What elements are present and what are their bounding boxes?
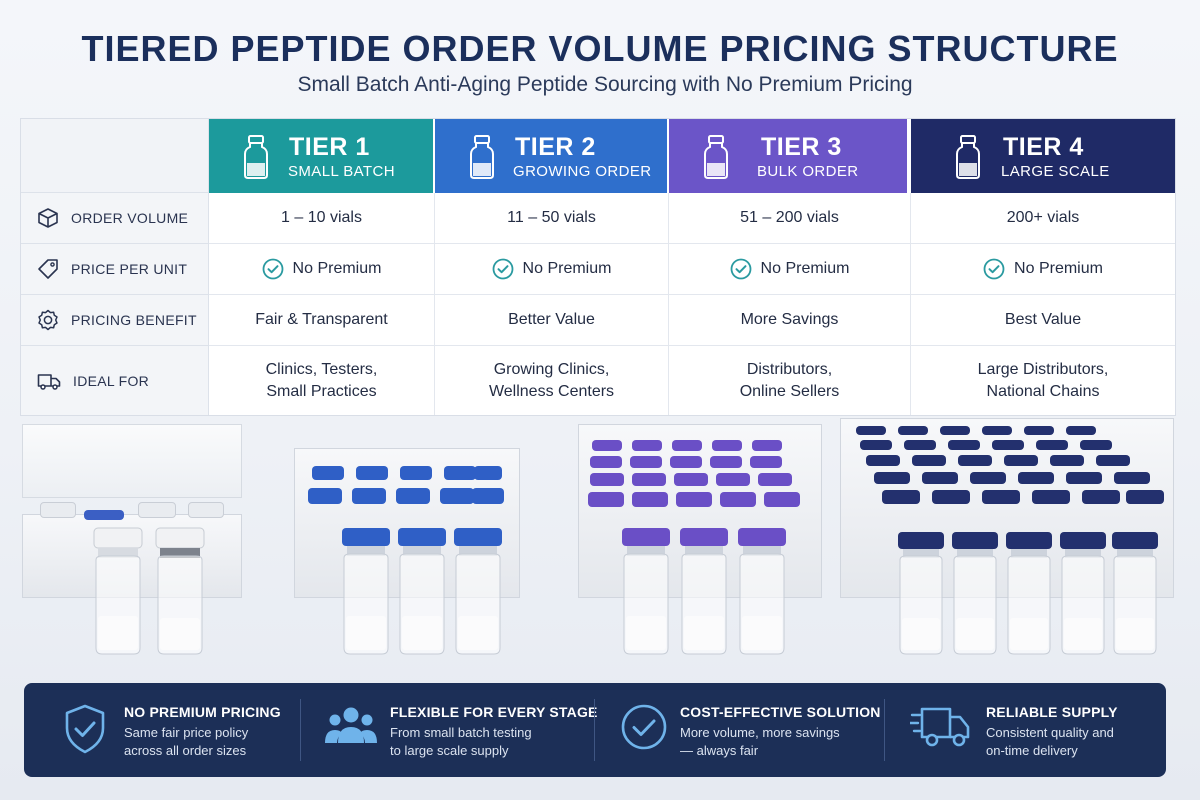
cell-order-volume-tier-2: 11 – 50 vials bbox=[435, 193, 669, 244]
cell-benefit-tier-1: Fair & Transparent bbox=[209, 295, 435, 346]
tier-1-header: TIER 1 SMALL BATCH bbox=[209, 119, 433, 193]
cell-ideal-tier-1: Clinics, Testers, Small Practices bbox=[209, 346, 435, 415]
row-label-pricing-benefit: PRICING BENEFIT bbox=[21, 295, 209, 346]
tier-4-front-vials bbox=[898, 532, 1158, 655]
tier-4-box-vials bbox=[856, 426, 1164, 504]
vial-icon bbox=[704, 135, 728, 179]
check-circle-icon bbox=[492, 258, 513, 280]
price-tag-icon bbox=[38, 259, 58, 279]
cell-ideal-tier-2: Growing Clinics, Wellness Centers bbox=[435, 346, 669, 415]
tier-4-label: LARGE SCALE bbox=[1001, 163, 1110, 180]
cell-ideal-tier-4: Large Distributors, National Chains bbox=[977, 360, 1109, 400]
vial-icon bbox=[956, 135, 980, 179]
page-subtitle: Small Batch Anti-Aging Peptide Sourcing … bbox=[297, 73, 913, 96]
delivery-truck-icon bbox=[910, 707, 970, 747]
feature-no-premium: NO PREMIUM PRICING Same fair price polic… bbox=[62, 683, 302, 777]
feature-divider bbox=[884, 699, 885, 761]
tier-1-front-vials bbox=[93, 527, 205, 655]
page-title: TIERED PEPTIDE ORDER VOLUME PRICING STRU… bbox=[81, 28, 1119, 69]
tier-2-header: TIER 2 GROWING ORDER bbox=[435, 119, 667, 193]
tier-1-label: SMALL BATCH bbox=[288, 163, 395, 180]
tier-4-header: TIER 4 LARGE SCALE bbox=[911, 119, 1175, 193]
tier-3-box-vials bbox=[588, 440, 800, 507]
cell-ideal-tier-3: Distributors, Online Sellers bbox=[669, 346, 911, 415]
feature-banner: NO PREMIUM PRICING Same fair price polic… bbox=[24, 683, 1166, 777]
tier-1-box-lid bbox=[22, 424, 242, 498]
cell-order-volume-tier-4: 200+ vials bbox=[911, 193, 1175, 244]
tier-2-box-vials bbox=[308, 466, 504, 504]
truck-icon bbox=[37, 373, 61, 390]
box-icon bbox=[38, 208, 58, 228]
tier-3-header: TIER 3 BULK ORDER bbox=[669, 119, 907, 193]
cell-order-volume-tier-1: 1 – 10 vials bbox=[209, 193, 435, 244]
tier-2-front-vials bbox=[342, 528, 502, 655]
pricing-table: TIER 1 SMALL BATCH TIER 2 GROWING ORDER … bbox=[20, 118, 1176, 416]
row-label-price-per-unit: PRICE PER UNIT bbox=[21, 244, 209, 295]
cell-price-tier-4: No Premium bbox=[911, 244, 1175, 295]
tier-3-name: TIER 3 bbox=[761, 133, 842, 161]
check-circle-icon bbox=[621, 704, 667, 750]
people-icon bbox=[325, 707, 377, 743]
cell-benefit-tier-3: More Savings bbox=[669, 295, 911, 346]
tier-3-label: BULK ORDER bbox=[757, 163, 859, 180]
tier-3-front-vials bbox=[622, 528, 786, 655]
vial-icon bbox=[244, 135, 268, 179]
cell-benefit-tier-4: Best Value bbox=[911, 295, 1175, 346]
tier-2-label: GROWING ORDER bbox=[513, 163, 652, 180]
feature-reliable-supply: RELIABLE SUPPLY Consistent quality and on… bbox=[910, 683, 1160, 777]
feature-cost-effective: COST-EFFECTIVE SOLUTION More volume, mor… bbox=[620, 683, 880, 777]
tier-1-name: TIER 1 bbox=[289, 133, 370, 161]
check-circle-icon bbox=[730, 258, 751, 280]
cell-price-tier-1: No Premium bbox=[209, 244, 435, 295]
feature-divider bbox=[300, 699, 301, 761]
tier-2-name: TIER 2 bbox=[515, 133, 596, 161]
badge-icon bbox=[38, 309, 58, 331]
product-photos bbox=[0, 418, 1200, 680]
row-label-ideal-for: IDEAL FOR bbox=[21, 346, 209, 415]
vial-icon bbox=[470, 135, 494, 179]
feature-divider bbox=[594, 699, 595, 761]
cell-price-tier-3: No Premium bbox=[669, 244, 911, 295]
table-corner bbox=[21, 119, 209, 193]
shield-check-icon bbox=[65, 704, 105, 754]
cell-price-tier-2: No Premium bbox=[435, 244, 669, 295]
feature-flexible: FLEXIBLE FOR EVERY STAGE From small batc… bbox=[324, 683, 597, 777]
check-circle-icon bbox=[983, 258, 1005, 280]
cell-order-volume-tier-3: 51 – 200 vials bbox=[669, 193, 911, 244]
row-label-order-volume: ORDER VOLUME bbox=[21, 193, 209, 244]
check-circle-icon bbox=[262, 258, 283, 280]
cell-benefit-tier-2: Better Value bbox=[435, 295, 669, 346]
tier-4-name: TIER 4 bbox=[1003, 133, 1084, 161]
